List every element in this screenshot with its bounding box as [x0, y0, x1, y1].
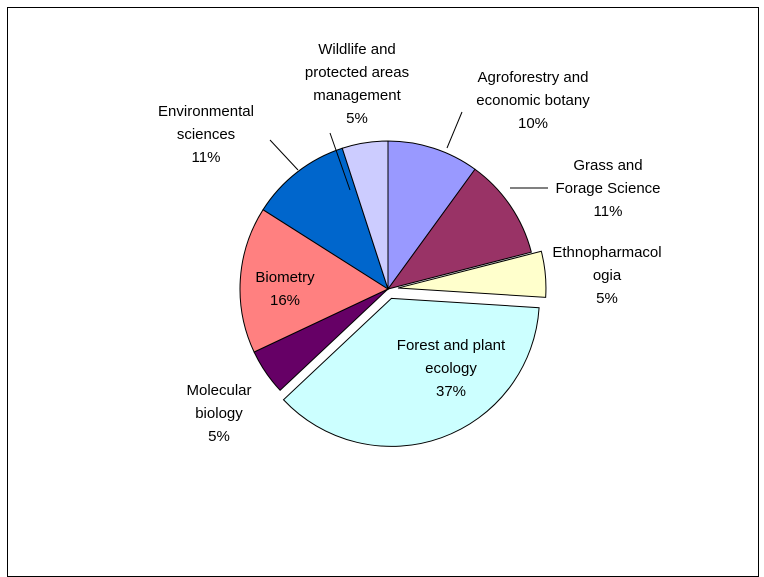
pie-slice-wildlife-and-protected-areas-management: [341, 140, 389, 290]
leader-line-wildlife-and-protected-areas-management: [329, 132, 351, 191]
pie-slice-environmental-sciences: [262, 147, 389, 291]
slice-label-grass-and-forage-science: Grass and Forage Science 11%: [555, 157, 660, 220]
slice-percent: 10%: [518, 115, 548, 132]
slice-label-environmental-sciences: Environmental sciences 11%: [158, 103, 254, 166]
slice-percent: 16%: [270, 292, 300, 309]
pie-slice-ethnopharmacologia: [397, 250, 547, 298]
slice-percent: 11%: [192, 149, 221, 166]
slice-label-line: Forest and plant: [397, 337, 506, 354]
slice-label-line: protected areas: [305, 64, 409, 81]
slice-label-line: economic botany: [476, 92, 590, 109]
slice-label-line: management: [313, 87, 401, 104]
pie-slices: [239, 140, 547, 447]
slice-label-molecular-biology: Molecular biology 5%: [186, 382, 251, 445]
slice-label-line: sciences: [177, 126, 235, 143]
slice-label-line: Agroforestry and: [478, 69, 589, 86]
leader-lines: [269, 111, 548, 191]
slice-label-ethnopharmacologia: Ethnopharmacol ogia 5%: [552, 244, 661, 307]
pie-slice-grass-and-forage-science: [386, 168, 532, 290]
slice-label-wildlife-and-protected-areas-management: Wildlife and protected areas management 5%: [305, 41, 409, 127]
pie-slice-agroforestry-and-economic-botany: [387, 140, 476, 291]
slice-label-line: ecology: [425, 360, 477, 377]
pie-slice-forest-and-plant-ecology: [282, 297, 540, 447]
slice-percent: 11%: [594, 203, 623, 220]
slice-label-line: Ethnopharmacol: [552, 244, 661, 261]
leader-line-environmental-sciences: [269, 139, 299, 171]
slice-percent: 37%: [436, 383, 466, 400]
slice-percent: 5%: [346, 110, 368, 127]
slice-percent: 5%: [596, 290, 618, 307]
slice-label-line: Biometry: [255, 269, 315, 286]
slice-label-line: biology: [195, 405, 243, 422]
slice-labels: Agroforestry and economic botany 10% Grass …: [158, 41, 662, 445]
slice-label-forest-and-plant-ecology: Forest and plant ecology 37%: [397, 337, 506, 400]
slice-label-line: Forage Science: [555, 180, 660, 197]
pie-slice-biometry: [239, 209, 390, 353]
slice-label-agroforestry-and-economic-botany: Agroforestry and economic botany 10%: [476, 69, 590, 132]
slice-label-line: Wildlife and: [318, 41, 396, 58]
slice-label-line: Environmental: [158, 103, 254, 120]
slice-label-line: Grass and: [573, 157, 642, 174]
leader-line-agroforestry-and-economic-botany: [446, 111, 463, 149]
slice-label-biometry: Biometry 16%: [255, 269, 315, 309]
slice-percent: 5%: [208, 428, 230, 445]
slice-label-line: Molecular: [186, 382, 251, 399]
slice-label-line: ogia: [593, 267, 622, 284]
